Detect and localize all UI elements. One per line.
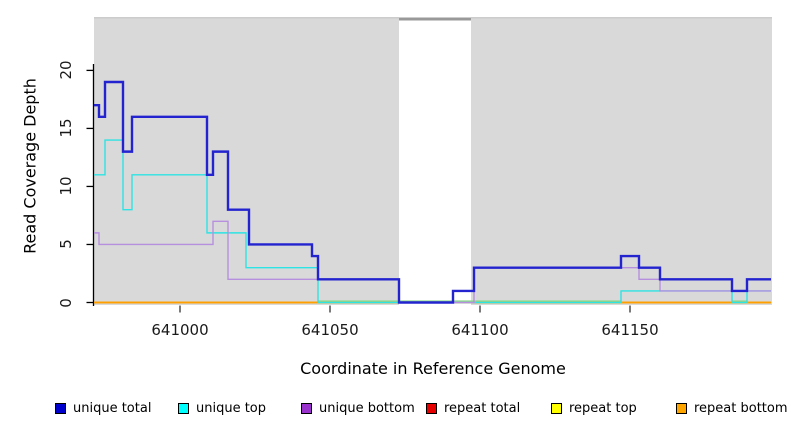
legend-item-unique-top: unique top [178,401,266,416]
x-tick-label: 641150 [601,321,659,339]
x-axis-title: Coordinate in Reference Genome [300,359,566,378]
plot-top-edge [94,17,772,19]
series-line-unique-total [94,80,771,304]
legend-swatch-repeat-bottom [676,403,687,414]
y-tick-label: 0 [57,297,75,308]
legend-item-unique-total: unique total [55,401,151,416]
legend-swatch-unique-total [55,403,66,414]
y-tick-label: 5 [57,239,75,250]
x-tick-label: 641050 [301,321,359,339]
legend-item-repeat-total: repeat total [426,401,520,416]
uncovered-band [399,20,471,305]
y-tick-label: 10 [57,176,75,196]
legend-item-unique-bottom: unique bottom [301,401,415,416]
x-tick-label: 641000 [151,321,209,339]
legend-swatch-unique-top [178,403,189,414]
y-tick-label: 15 [57,118,75,138]
legend-label: repeat top [569,401,637,416]
legend-label: repeat total [444,401,521,416]
legend-label: unique top [196,401,267,416]
legend-label: unique total [73,401,152,416]
legend-label: unique bottom [319,401,415,416]
legend-swatch-repeat-top [551,403,562,414]
legend-swatch-unique-bottom [301,403,312,414]
y-tick-label: 20 [57,60,75,80]
legend-item-repeat-top: repeat top [551,401,637,416]
uncovered-band-cap [399,18,471,21]
legend-swatch-repeat-total [426,403,437,414]
legend-item-repeat-bottom: repeat bottom [676,401,788,416]
legend-label: repeat bottom [694,401,788,416]
x-tick-label: 641100 [451,321,509,339]
y-axis-title: Read Coverage Depth [20,78,40,254]
